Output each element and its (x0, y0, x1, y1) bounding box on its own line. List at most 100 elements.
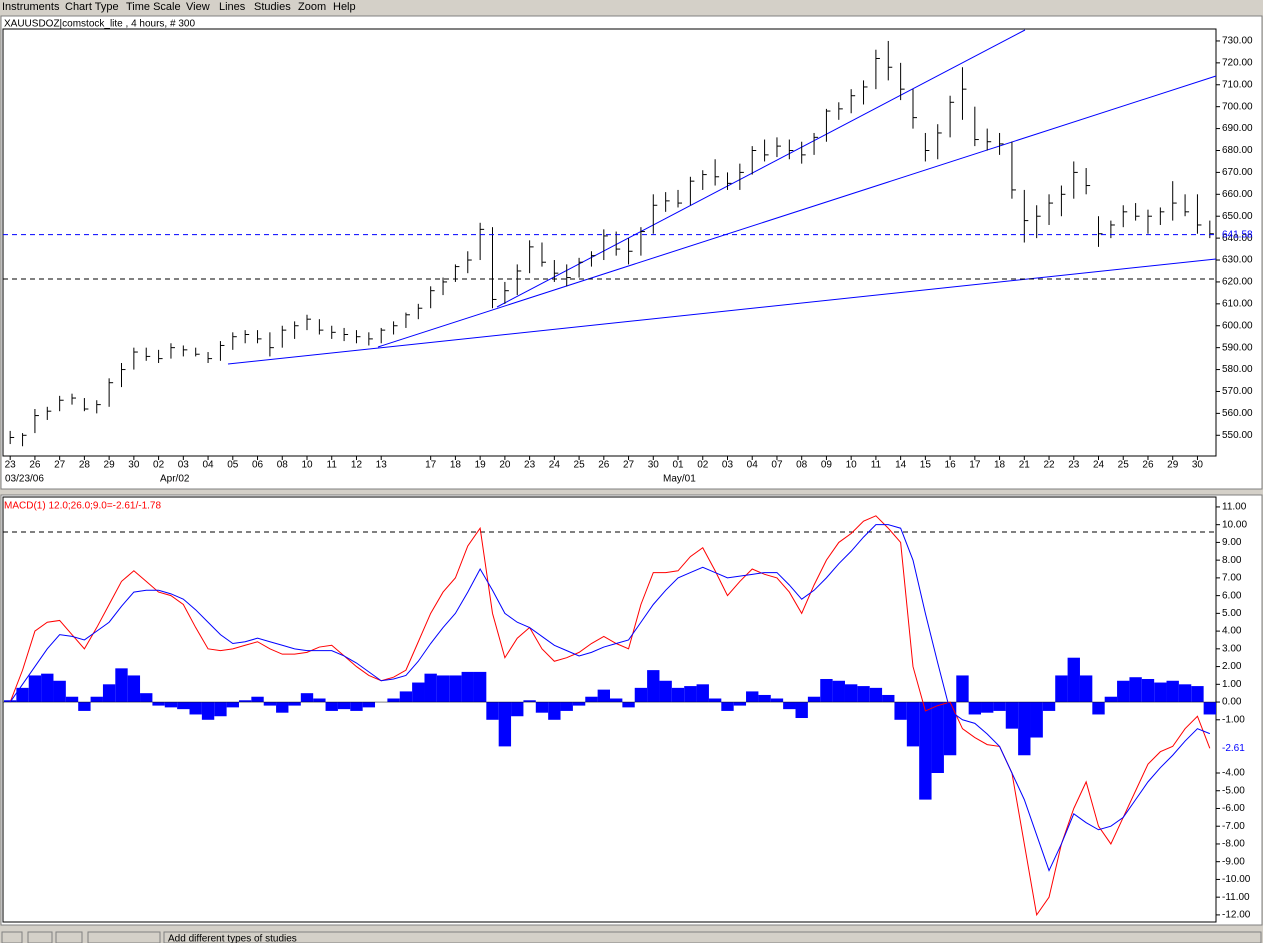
histogram-bar (1203, 702, 1216, 715)
histogram-bar (1092, 702, 1105, 715)
histogram-bar (511, 702, 524, 717)
histogram-bar (201, 702, 215, 720)
y-tick-label: 730.00 (1222, 36, 1253, 47)
histogram-bar (473, 671, 487, 703)
y-tick-label: 550.00 (1222, 430, 1253, 441)
y-tick-label: -6.00 (1222, 803, 1245, 814)
histogram-bar (882, 694, 895, 703)
y-tick-label: -8.00 (1222, 839, 1245, 850)
y-tick-label: 6.00 (1222, 590, 1242, 601)
histogram-bar (1067, 657, 1080, 703)
status-text: Add different types of studies (168, 934, 297, 943)
y-tick-label: 720.00 (1222, 58, 1253, 69)
histogram-bar (869, 687, 883, 703)
price-panel (0, 15, 1263, 490)
histogram-bar (325, 702, 338, 711)
histogram-bar (127, 675, 141, 703)
y-tick-label: 2.00 (1222, 661, 1242, 672)
histogram-bar (634, 687, 648, 703)
x-tick-label: 23 (5, 460, 17, 471)
period-label: 03/23/06 (5, 474, 44, 485)
x-tick-label: 18 (450, 460, 462, 471)
x-tick-label: 18 (994, 460, 1006, 471)
histogram-bar (251, 696, 264, 703)
x-tick-label: 01 (672, 460, 684, 471)
x-tick-label: 03 (722, 460, 734, 471)
y-tick-label: 8.00 (1222, 555, 1242, 566)
menu-item[interactable]: Zoom (298, 1, 326, 13)
menu-item[interactable]: Instruments (2, 1, 60, 13)
x-tick-label: 24 (1093, 460, 1105, 471)
histogram-bar (65, 696, 79, 703)
histogram-bar (102, 684, 116, 703)
menu-item[interactable]: Studies (254, 1, 291, 13)
histogram-bar (115, 668, 128, 703)
histogram-bar (436, 675, 450, 703)
histogram-bar (968, 702, 982, 715)
histogram-bar (1129, 677, 1142, 703)
y-tick-label: -11.00 (1222, 892, 1250, 903)
x-tick-label: 26 (1142, 460, 1154, 471)
x-tick-label: 30 (648, 460, 660, 471)
x-tick-label: 02 (153, 460, 165, 471)
x-tick-label: 24 (549, 460, 561, 471)
histogram-bar (164, 702, 178, 708)
x-tick-label: 10 (301, 460, 313, 471)
y-tick-label: -5.00 (1222, 785, 1245, 796)
histogram-bar (189, 702, 202, 715)
x-tick-label: 19 (475, 460, 487, 471)
y-tick-label: -10.00 (1222, 874, 1251, 885)
histogram-bar (981, 702, 994, 713)
period-label: May/01 (663, 474, 696, 485)
menu-item[interactable]: Help (333, 1, 356, 13)
histogram-bar (758, 694, 771, 703)
tool-button[interactable] (1, 931, 23, 944)
histogram-bar (28, 675, 42, 703)
histogram-bar (362, 702, 376, 708)
histogram-bar (1030, 702, 1043, 738)
histogram-bar (53, 680, 66, 703)
histogram-bar (424, 673, 437, 703)
histogram-bar (498, 702, 512, 747)
x-tick-label: 20 (499, 460, 511, 471)
menu-item[interactable]: View (186, 1, 210, 13)
x-tick-label: 07 (771, 460, 783, 471)
chart-title: XAUUSDOZ|comstock_lite , 4 hours, # 300 (4, 19, 195, 30)
x-tick-label: 26 (598, 460, 610, 471)
menu-item[interactable]: Lines (219, 1, 246, 13)
histogram-bar (1117, 680, 1130, 703)
tool-button[interactable] (27, 931, 53, 944)
y-tick-label: -4.00 (1222, 768, 1245, 779)
menu-item[interactable]: Chart Type (65, 1, 119, 13)
x-tick-label: 27 (623, 460, 635, 471)
histogram-bar (78, 702, 91, 711)
histogram-bar (1191, 686, 1204, 703)
y-tick-label: 660.00 (1222, 189, 1253, 200)
histogram-bar (523, 700, 536, 703)
histogram-bar (1166, 680, 1179, 703)
x-tick-label: 30 (128, 460, 140, 471)
histogram-bar (919, 702, 932, 800)
histogram-bar (412, 682, 425, 703)
x-tick-label: 11 (327, 460, 338, 471)
y-tick-label: 590.00 (1222, 342, 1253, 353)
histogram-bar (177, 702, 190, 710)
histogram-bar (449, 675, 462, 703)
tool-button[interactable] (55, 931, 83, 944)
histogram-bar (585, 696, 598, 703)
histogram-bar (288, 702, 301, 706)
x-tick-label: 29 (104, 460, 116, 471)
x-tick-label: 13 (376, 460, 388, 471)
y-tick-label: -1.00 (1222, 714, 1245, 725)
x-tick-label: 27 (54, 460, 66, 471)
histogram-bar (337, 702, 351, 710)
x-tick-label: 17 (969, 460, 981, 471)
menu-item[interactable]: Time Scale (126, 1, 181, 13)
y-tick-label: 690.00 (1222, 123, 1253, 134)
histogram-bar (857, 686, 870, 703)
x-tick-label: 05 (227, 460, 239, 471)
x-tick-label: 04 (202, 460, 214, 471)
histogram-bar (572, 702, 586, 706)
histogram-bar (746, 691, 759, 703)
